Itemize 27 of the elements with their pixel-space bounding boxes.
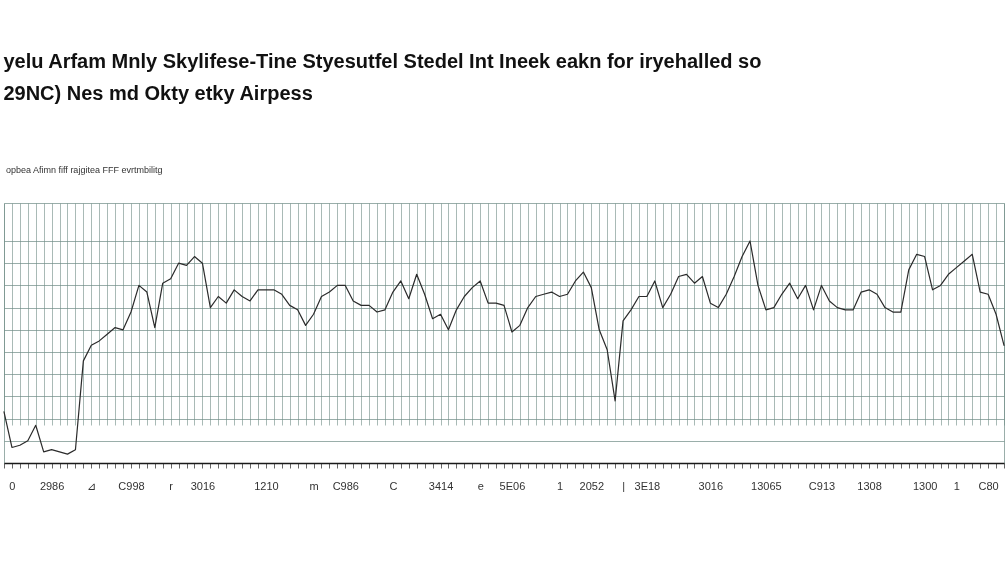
x-tick-label: e — [477, 479, 484, 492]
x-tick-label: C998 — [118, 479, 145, 492]
chart-subtitle: 29NC) Nes md Okty etky Airpess — [3, 82, 313, 104]
text: opbea Afimn fiff rajgitea FFF evrtmbilitg — [6, 165, 163, 175]
x-tick-label: m — [309, 479, 319, 492]
x-tick-label: 0 — [9, 479, 16, 492]
x-tick-label: 5E06 — [499, 479, 526, 492]
x-tick-label: 13065 — [751, 479, 782, 492]
x-tick-label: r — [169, 479, 174, 492]
x-tick-label: 2052 — [579, 479, 605, 492]
x-tick-label: ⊿ — [87, 479, 97, 492]
x-tick-label: C — [389, 479, 398, 492]
x-tick-label: 1 — [953, 479, 960, 492]
x-tick-label: 3016 — [698, 479, 724, 492]
x-tick-label: | — [622, 479, 625, 492]
x-tick-label: 3E18 — [634, 479, 661, 492]
x-tick-label: 1308 — [857, 479, 882, 492]
x-tick-label: 1210 — [254, 479, 279, 492]
x-tick-label: 1300 — [912, 479, 938, 492]
x-tick-label: 1 — [556, 479, 564, 492]
x-tick-label: 3016 — [190, 479, 216, 492]
chart-title: yelu Arfam Mnly Skylifese-Tine Styesutfel Stedel Int Ineek eakn for iryehalled so — [3, 50, 762, 72]
x-tick-label: C986 — [332, 479, 359, 492]
x-tick-label: C913 — [808, 479, 836, 492]
x-tick-label: C80 — [978, 479, 999, 492]
x-tick-label: 3414 — [428, 479, 454, 492]
x-tick-label: 2986 — [39, 479, 65, 492]
